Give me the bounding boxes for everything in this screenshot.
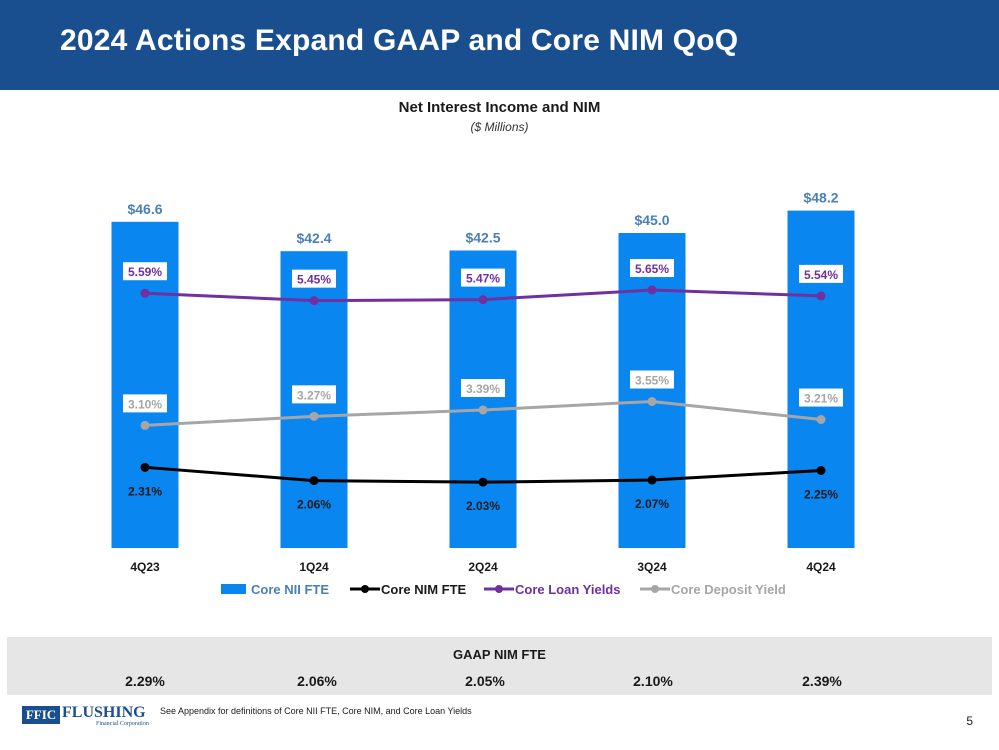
data-label-box bbox=[630, 259, 674, 278]
bar-value-label: $46.6 bbox=[127, 201, 162, 217]
page-title: 2024 Actions Expand GAAP and Core NIM Qo… bbox=[60, 24, 739, 57]
title-bar: 2024 Actions Expand GAAP and Core NIM Qo… bbox=[0, 0, 999, 90]
data-label-core-nim-fte: 2.06% bbox=[297, 498, 331, 512]
point-core-loan-yields bbox=[140, 288, 150, 298]
logo-name: FLUSHING bbox=[62, 704, 146, 721]
point-core-nim-fte bbox=[309, 476, 319, 486]
x-tick-label: 2Q24 bbox=[468, 560, 498, 574]
point-core-loan-yields bbox=[647, 285, 657, 295]
data-label-box bbox=[799, 388, 843, 407]
data-label-core-loan-yields: 5.45% bbox=[297, 273, 331, 287]
point-core-deposit-yield bbox=[309, 411, 319, 421]
footnote: See Appendix for definitions of Core NII… bbox=[160, 706, 472, 716]
legend-marker bbox=[495, 585, 503, 593]
point-core-nim-fte bbox=[140, 462, 150, 472]
data-label-box bbox=[292, 385, 336, 404]
data-label-box bbox=[799, 264, 843, 283]
point-core-nim-fte bbox=[647, 475, 657, 485]
data-label-core-nim-fte: 2.25% bbox=[804, 488, 838, 502]
nii-nim-chart: $46.6 $42.4 $42.5 $45.0 $48.2 2.31% 2.06% 2.03%… bbox=[111, 190, 855, 597]
data-label-core-deposit-yield: 3.10% bbox=[128, 397, 162, 411]
gaap-nim-value: 2.06% bbox=[297, 673, 337, 689]
x-tick-label: 4Q23 bbox=[130, 560, 160, 574]
data-label-core-nim-fte: 2.03% bbox=[466, 499, 500, 513]
data-label-box bbox=[123, 262, 167, 281]
point-core-deposit-yield bbox=[816, 415, 826, 425]
chart-title: Net Interest Income and NIM bbox=[398, 99, 601, 116]
x-tick-label: 3Q24 bbox=[637, 560, 667, 574]
data-label-box bbox=[461, 378, 505, 397]
point-core-loan-yields bbox=[309, 296, 319, 306]
point-core-loan-yields bbox=[816, 291, 826, 301]
data-label-box bbox=[630, 370, 674, 389]
logo-mark: FFIC bbox=[22, 706, 60, 724]
gaap-nim-panel: GAAP NIM FTE 2.29% 2.06% 2.05% 2.10% 2.3… bbox=[7, 637, 992, 695]
data-label-core-nim-fte: 2.31% bbox=[128, 484, 162, 498]
data-label-core-deposit-yield: 3.27% bbox=[297, 388, 331, 402]
point-core-deposit-yield bbox=[647, 397, 657, 406]
data-label-core-deposit-yield: 3.39% bbox=[466, 382, 500, 396]
gaap-nim-value: 2.39% bbox=[802, 673, 842, 689]
data-label-core-loan-yields: 5.65% bbox=[635, 262, 669, 276]
bar-core-nii bbox=[618, 233, 686, 548]
bar-value-label: $45.0 bbox=[634, 212, 669, 228]
data-label-core-loan-yields: 5.59% bbox=[128, 265, 162, 279]
logo-subtitle: Financial Corporation bbox=[96, 721, 149, 727]
point-core-deposit-yield bbox=[140, 420, 150, 430]
legend-label: Core Deposit Yield bbox=[671, 582, 786, 597]
point-core-deposit-yield bbox=[478, 405, 488, 415]
chart-subtitle: ($ Millions) bbox=[470, 120, 529, 134]
data-label-core-deposit-yield: 3.55% bbox=[635, 374, 669, 388]
data-label-core-nim-fte: 2.07% bbox=[635, 497, 669, 511]
legend-marker bbox=[651, 585, 659, 593]
x-tick-label: 4Q24 bbox=[806, 560, 836, 574]
bar-value-label: $48.2 bbox=[803, 190, 838, 206]
legend-marker bbox=[361, 585, 369, 593]
page-number: 5 bbox=[966, 714, 973, 728]
gaap-nim-title: GAAP NIM FTE bbox=[453, 647, 546, 662]
data-label-box bbox=[461, 268, 505, 287]
legend-label: Core Loan Yields bbox=[515, 582, 620, 597]
x-tick-label: 1Q24 bbox=[299, 560, 329, 574]
data-label-core-loan-yields: 5.47% bbox=[466, 272, 500, 286]
data-label-core-loan-yields: 5.54% bbox=[804, 268, 838, 282]
legend-swatch bbox=[221, 584, 246, 594]
legend-label: Core NIM FTE bbox=[381, 582, 467, 597]
data-label-box bbox=[292, 269, 336, 288]
point-core-nim-fte bbox=[816, 466, 826, 475]
point-core-nim-fte bbox=[478, 477, 488, 487]
gaap-nim-value: 2.05% bbox=[465, 673, 505, 689]
gaap-nim-value: 2.10% bbox=[633, 673, 673, 689]
data-label-box bbox=[123, 394, 167, 413]
legend-label: Core NII FTE bbox=[251, 582, 329, 597]
bar-value-label: $42.5 bbox=[465, 230, 500, 246]
point-core-loan-yields bbox=[478, 295, 488, 305]
bar-value-label: $42.4 bbox=[296, 230, 331, 246]
data-label-core-deposit-yield: 3.21% bbox=[804, 392, 838, 406]
gaap-nim-value: 2.29% bbox=[125, 673, 165, 689]
